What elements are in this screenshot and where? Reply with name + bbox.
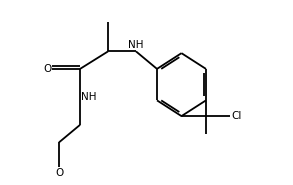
Text: O: O — [43, 64, 51, 74]
Text: Cl: Cl — [231, 111, 242, 121]
Text: O: O — [55, 168, 63, 178]
Text: NH: NH — [128, 40, 144, 50]
Text: NH: NH — [81, 92, 96, 102]
